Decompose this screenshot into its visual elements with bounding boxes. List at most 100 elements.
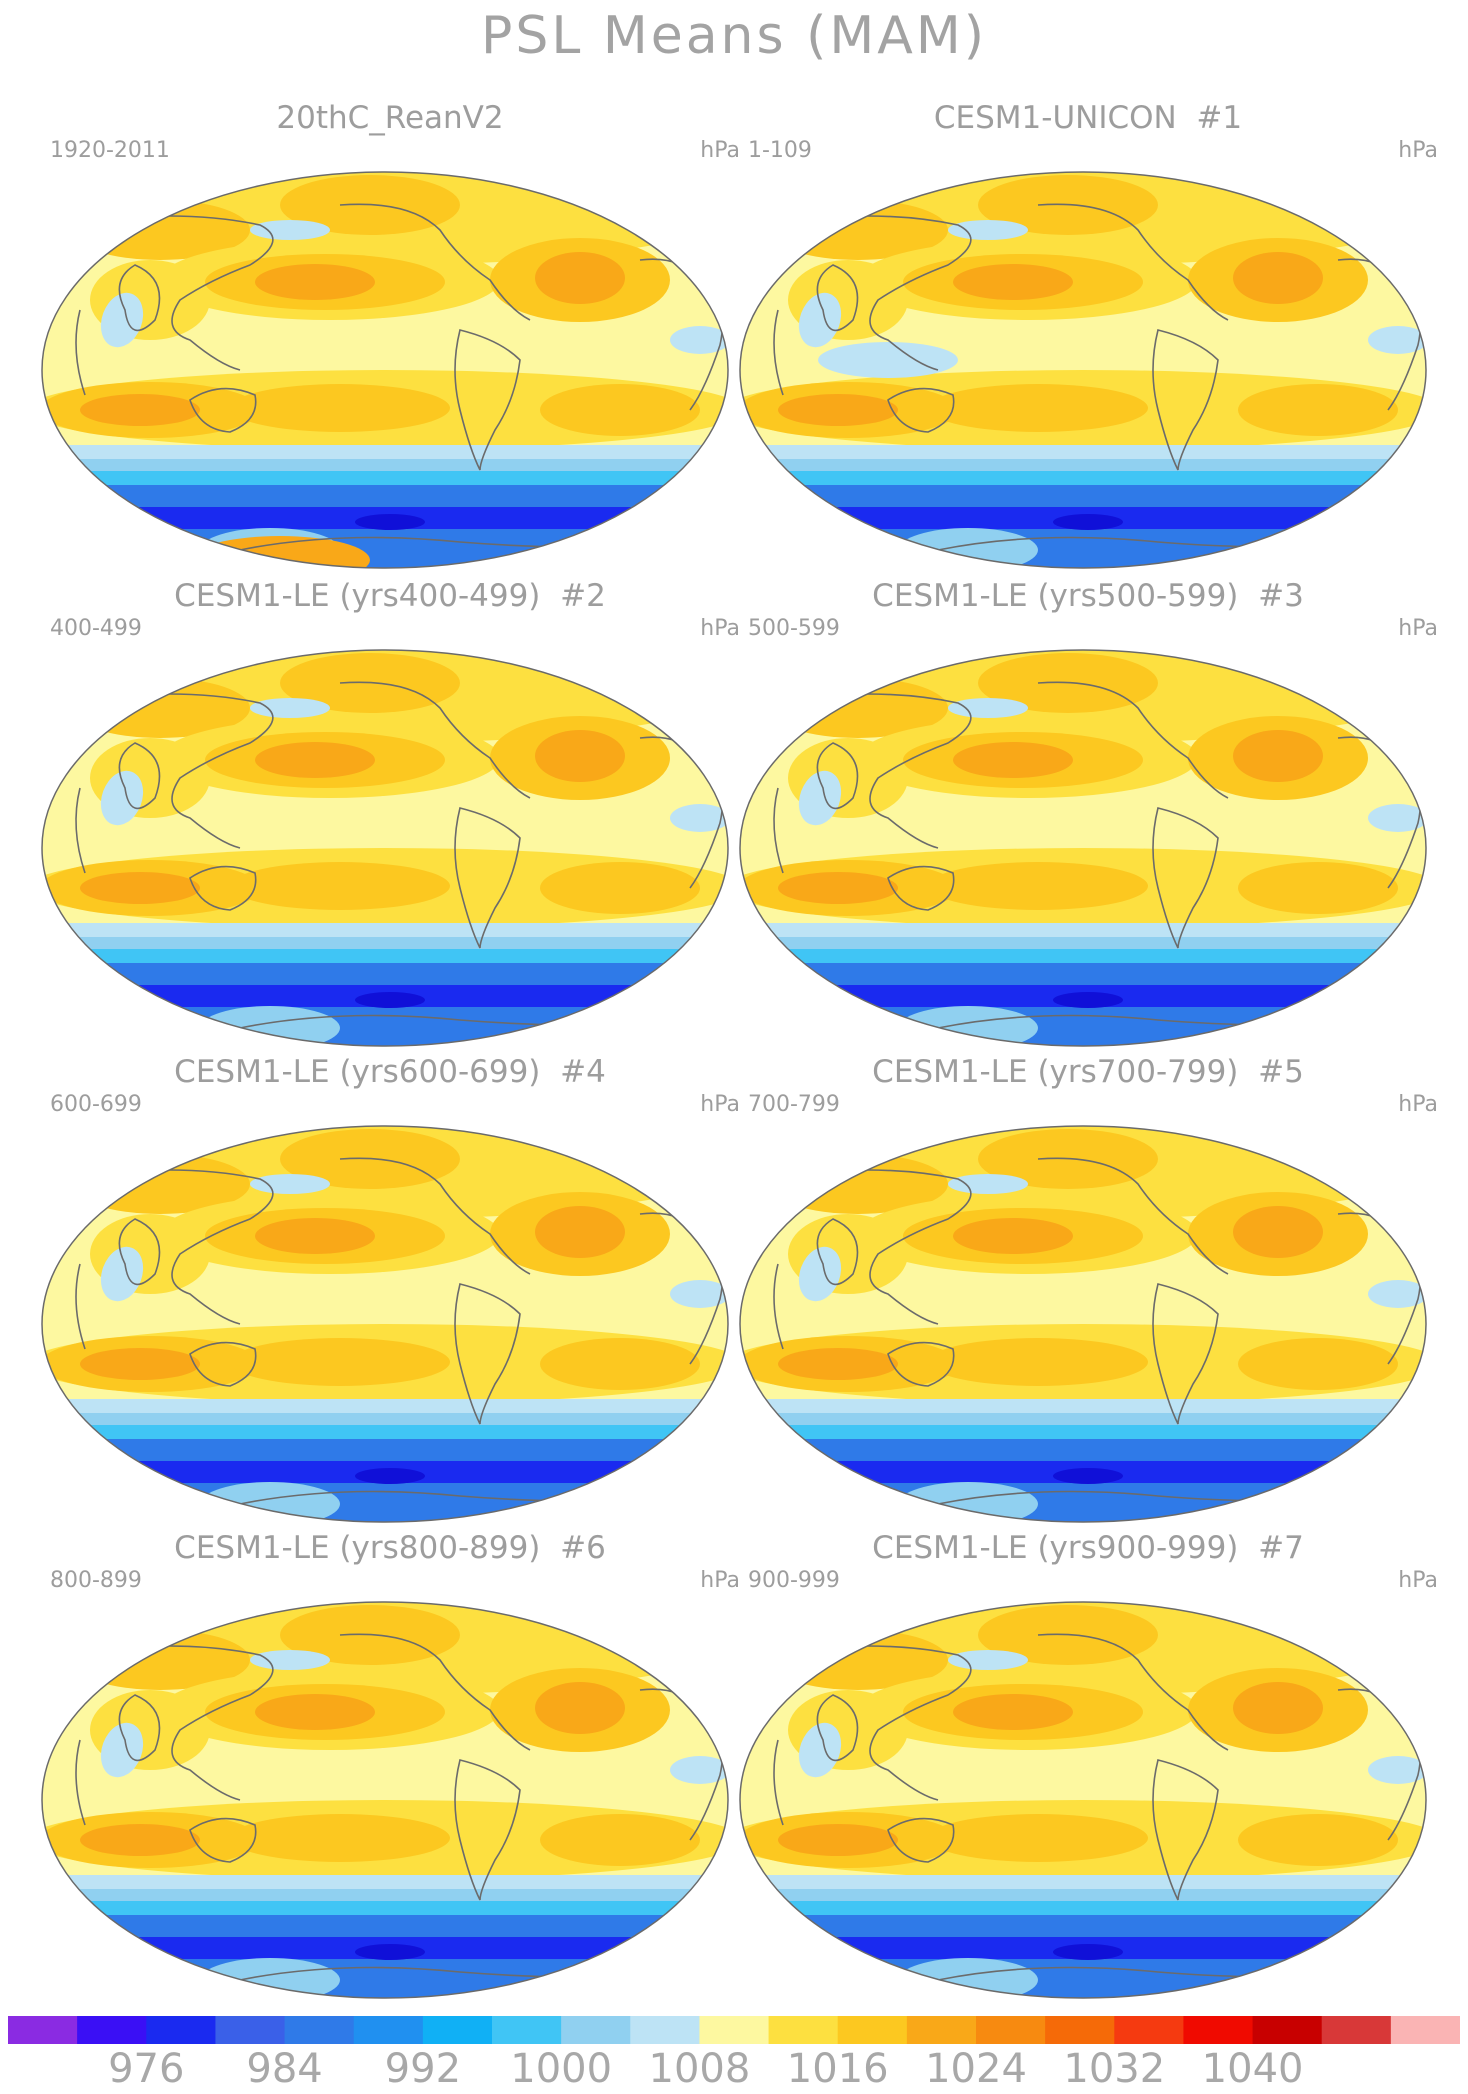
panel-title: CESM1-LE (yrs500-599) #3 <box>738 578 1438 614</box>
azores-high-core <box>535 252 625 304</box>
panel-member-number: #3 <box>1238 578 1304 614</box>
amundsen-low <box>355 1944 425 1960</box>
north-america-coast <box>1037 1157 1229 1275</box>
amundsen-low <box>355 514 425 530</box>
indian-low <box>100 770 144 826</box>
india-coast <box>118 1694 161 1762</box>
globe-outline <box>739 1601 1427 1999</box>
panel-year-range: 1-109 <box>748 138 812 163</box>
australia-coast <box>189 865 257 911</box>
azores-high-core <box>1233 730 1323 782</box>
south-pacific-high <box>230 862 450 910</box>
african-low <box>670 804 728 832</box>
australia-coast <box>189 1817 257 1863</box>
african-low <box>670 326 728 354</box>
psl-map <box>41 1601 729 1999</box>
panel-title-text: CESM1-LE (yrs700-799) <box>872 1054 1239 1090</box>
african-low <box>1368 1756 1426 1784</box>
aleutian-low <box>948 698 1028 718</box>
indian-low <box>100 292 144 348</box>
panel-year-range: 900-999 <box>748 1568 840 1593</box>
east-africa-coast <box>773 309 784 396</box>
colorbar-swatch <box>492 2016 562 2044</box>
amundsen-low <box>355 1468 425 1484</box>
north-america-coast <box>1037 681 1229 799</box>
colorbar-tick-label: 1000 <box>510 2046 613 2092</box>
australia-coast <box>887 1341 955 1387</box>
colorbar-swatch <box>77 2016 147 2044</box>
colorbar-swatch <box>1321 2016 1392 2044</box>
colorbar-tick-label: 1016 <box>786 2046 889 2092</box>
north-pacific-high-core <box>255 264 375 300</box>
panel-units: hPa <box>700 138 740 163</box>
colorbar-swatch <box>422 2016 493 2044</box>
north-pacific-high-core <box>953 264 1073 300</box>
panel-title: CESM1-LE (yrs700-799) #5 <box>738 1054 1438 1090</box>
south-america-coast <box>454 329 521 471</box>
north-america-coast <box>339 681 531 799</box>
colorbar-swatch <box>976 2016 1046 2044</box>
amundsen-low <box>1053 992 1123 1008</box>
colorbar-swatch <box>837 2016 908 2044</box>
panel-title-text: CESM1-LE (yrs600-699) <box>174 1054 541 1090</box>
panel-member-number: #7 <box>1238 1530 1304 1566</box>
asia-coast <box>99 1169 274 1325</box>
globe-outline <box>739 1125 1427 1523</box>
india-coast <box>816 264 859 332</box>
indian-ocean-high-core <box>80 1348 200 1380</box>
north-america-coast <box>339 1157 531 1275</box>
south-america-coast <box>1152 329 1219 471</box>
asia-coast <box>797 215 972 371</box>
colorbar-tick-label: 1032 <box>1063 2046 1166 2092</box>
indian-ocean-high-core <box>778 1348 898 1380</box>
panel-units: hPa <box>700 616 740 641</box>
asia-coast <box>797 693 972 849</box>
panel-units: hPa <box>1398 1568 1438 1593</box>
globe-outline <box>41 1125 729 1523</box>
australia-coast <box>189 1341 257 1387</box>
south-pacific-high <box>928 862 1148 910</box>
panel-title: CESM1-LE (yrs900-999) #7 <box>738 1530 1438 1566</box>
azores-high-core <box>1233 1682 1323 1734</box>
asia-coast <box>99 1645 274 1801</box>
colorbar-tick-label: 1008 <box>648 2046 751 2092</box>
map-panel: CESM1-UNICON #1 1-109 hPa <box>738 100 1438 570</box>
north-pacific-high-core <box>953 1218 1073 1254</box>
panel-title-text: CESM1-LE (yrs500-599) <box>872 578 1239 614</box>
map-panel: CESM1-LE (yrs800-899) #6 800-899 hPa <box>40 1530 740 2000</box>
colorbar-swatch <box>8 2016 78 2044</box>
australia-coast <box>887 865 955 911</box>
colorbar-swatch <box>215 2016 286 2044</box>
aleutian-low <box>250 698 330 718</box>
indian-low <box>100 1246 144 1302</box>
african-low <box>1368 326 1426 354</box>
map-panel: CESM1-LE (yrs400-499) #2 400-499 hPa <box>40 578 740 1048</box>
colorbar-swatch <box>699 2016 770 2044</box>
globe-outline <box>41 1601 729 1999</box>
colorbar-tick-label: 984 <box>246 2046 323 2092</box>
panel-year-range: 400-499 <box>50 616 142 641</box>
panel-title: CESM1-LE (yrs600-699) #4 <box>40 1054 740 1090</box>
map-panel: CESM1-LE (yrs700-799) #5 700-799 hPa <box>738 1054 1438 1524</box>
african-low <box>670 1756 728 1784</box>
psl-map <box>739 1601 1427 1999</box>
north-pacific-high-core <box>953 742 1073 778</box>
aleutian-low <box>948 1650 1028 1670</box>
south-atlantic-high <box>1238 1814 1398 1866</box>
panel-units: hPa <box>1398 616 1438 641</box>
amundsen-low <box>1053 1944 1123 1960</box>
indian-low <box>798 1722 842 1778</box>
north-america-coast <box>339 203 531 321</box>
east-africa-coast <box>773 787 784 874</box>
colorbar-swatch <box>1045 2016 1115 2044</box>
globe-outline <box>41 649 729 1047</box>
aleutian-low <box>948 220 1028 240</box>
psl-map <box>739 649 1427 1047</box>
north-pacific-high-core <box>255 1218 375 1254</box>
amundsen-low <box>1053 514 1123 530</box>
south-america-coast <box>1152 1759 1219 1901</box>
panel-title: CESM1-LE (yrs800-899) #6 <box>40 1530 740 1566</box>
south-pacific-high <box>230 384 450 432</box>
map-panel: CESM1-LE (yrs600-699) #4 600-699 hPa <box>40 1054 740 1524</box>
south-atlantic-high <box>540 384 700 436</box>
